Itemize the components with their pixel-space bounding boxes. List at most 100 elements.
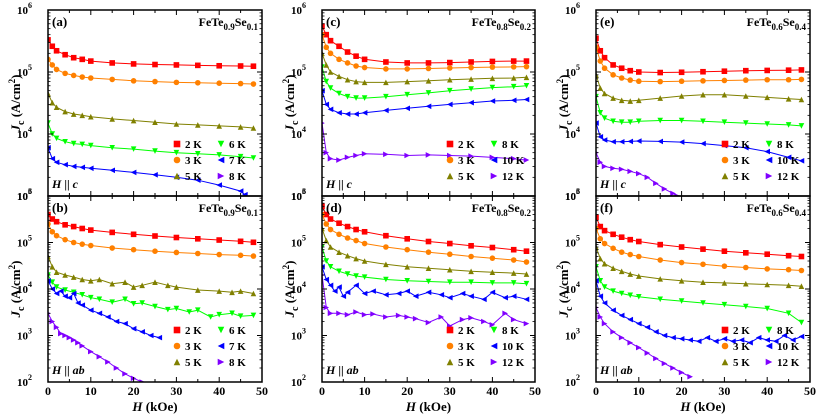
y-tick-label-part: 10 [565, 191, 577, 203]
data-point [242, 191, 248, 196]
legend-label-part: 5 K [185, 171, 202, 183]
legend-marker [765, 358, 773, 366]
data-point [109, 167, 115, 174]
y-tick-label-part: 4 [302, 125, 306, 134]
data-point [323, 31, 330, 38]
data-point [610, 307, 616, 314]
data-point [644, 350, 651, 356]
x-tick-label: 30 [718, 384, 730, 398]
legend-marker [490, 358, 498, 366]
data-point [425, 152, 432, 158]
data-point [195, 177, 201, 183]
data-point [130, 301, 137, 307]
x-tick-label-part: 50 [804, 384, 816, 398]
data-point [173, 284, 180, 290]
y-tick-label-part: 3 [576, 187, 580, 196]
y-tick-label-part: 6 [302, 187, 306, 196]
y-tick-label: 105 [565, 63, 580, 79]
data-point [743, 67, 749, 74]
legend-marker [217, 326, 225, 334]
data-point [336, 284, 342, 290]
legend-marker [217, 140, 225, 148]
data-point [764, 121, 770, 127]
legend-label-part: 12 K [502, 171, 525, 183]
x-tick-label-part: 50 [256, 384, 268, 398]
material-label-part: Se [508, 15, 521, 29]
data-point [523, 157, 530, 163]
data-point [327, 85, 334, 91]
data-point [597, 58, 604, 64]
data-point [678, 278, 685, 284]
data-point [404, 91, 410, 98]
legend-label-part: 12 K [777, 357, 800, 369]
data-point [785, 76, 792, 83]
data-point [152, 171, 158, 178]
data-point [49, 279, 56, 286]
data-point [327, 50, 334, 57]
data-point [798, 267, 805, 274]
legend-marker [765, 140, 773, 148]
data-point [721, 280, 728, 286]
data-point [447, 279, 453, 286]
y-tick-label: 106 [291, 187, 306, 203]
data-point [237, 188, 244, 194]
x-tick-label-part: 20 [676, 384, 688, 398]
data-point [53, 269, 60, 275]
data-point [798, 123, 805, 129]
y-tick-label-part: 5 [302, 234, 306, 243]
data-point [53, 104, 60, 111]
legend-label-part: 5 K [733, 171, 750, 183]
legend-marker [173, 358, 181, 366]
y-tick-label-part: 5 [28, 234, 32, 243]
data-point [404, 66, 411, 72]
legend-label: 10 K [502, 341, 525, 353]
data-point [336, 268, 342, 275]
data-point [743, 93, 749, 99]
data-point [404, 236, 410, 242]
data-point [79, 112, 86, 119]
y-axis-label-part: J [282, 124, 297, 132]
panel-label-part: (c) [326, 14, 340, 29]
y-tick-label-part: 10 [17, 191, 29, 203]
data-point [165, 306, 171, 313]
data-point [523, 280, 530, 287]
material-label: FeTe0.6Se0.4 [747, 201, 807, 218]
y-tick-label: 105 [291, 234, 306, 250]
legend-marker [173, 172, 181, 180]
data-point [88, 307, 94, 314]
plot-frame [47, 195, 263, 383]
data-point [66, 334, 73, 341]
data-point [721, 335, 728, 342]
data-point [229, 310, 235, 317]
legend-label-part: 2 K [185, 139, 202, 151]
data-point [425, 78, 432, 84]
x-axis-label: H (kOe) [679, 399, 725, 414]
data-point [173, 121, 180, 127]
legend-label: 8 K [777, 325, 794, 337]
x-tick-label: 10 [85, 384, 97, 398]
data-point [661, 332, 668, 339]
data-point [601, 227, 608, 234]
data-point [109, 60, 115, 66]
legend-label: 10 K [502, 155, 525, 167]
data-point [510, 316, 517, 323]
legend-label-part: 3 K [185, 155, 202, 167]
legend-label: 12 K [777, 171, 800, 183]
y-tick-label-part: 10 [291, 5, 303, 17]
data-point [250, 253, 257, 259]
y-tick-label: 104 [17, 280, 32, 296]
material-label: FeTe0.6Se0.4 [747, 15, 807, 32]
y-tick-label-part: 10 [565, 284, 577, 296]
data-point [700, 91, 706, 98]
data-point [489, 269, 496, 275]
data-point [618, 312, 625, 319]
legend-marker [173, 156, 181, 164]
data-point [700, 300, 706, 306]
data-point [798, 96, 805, 103]
data-point [152, 279, 158, 286]
y-axis-label: Jc (A/cm2) [7, 261, 27, 319]
data-point [601, 260, 608, 267]
data-point [636, 170, 642, 177]
data-point [62, 51, 68, 58]
data-point [173, 305, 180, 312]
